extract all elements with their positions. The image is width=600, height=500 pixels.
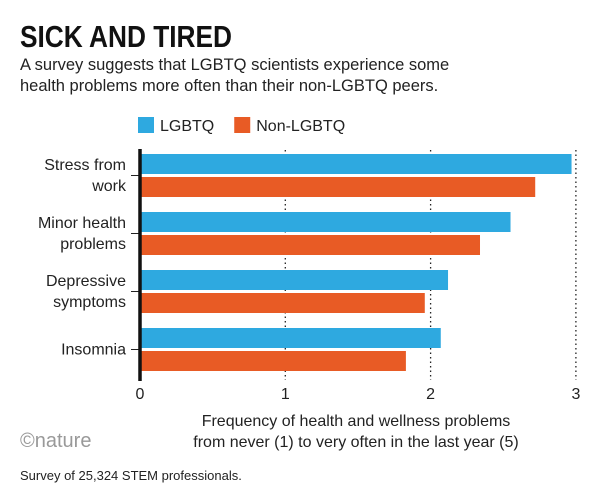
legend-swatch-0 — [138, 117, 154, 133]
legend-swatch-1 — [234, 117, 251, 133]
bar-2-non-lgbtq — [140, 293, 425, 313]
bar-3-non-lgbtq — [140, 351, 406, 371]
x-tick-label-3: 3 — [571, 386, 580, 403]
category-label-1: problems — [60, 236, 126, 253]
x-tick-label-2: 2 — [426, 386, 435, 403]
x-tick-label-1: 1 — [281, 386, 290, 403]
subtitle-line-2: health problems more often than their no… — [20, 77, 438, 95]
legend-label-0: LGBTQ — [160, 118, 214, 135]
bar-0-non-lgbtq — [140, 177, 536, 197]
category-label-0: Stress from — [44, 157, 126, 174]
category-label-2: symptoms — [53, 294, 126, 311]
category-labels: Stress from work Minor health problems Depre… — [38, 157, 127, 359]
x-axis-label-line-2: from never (1) to very often in the last… — [193, 434, 518, 451]
bar-0-lgbtq — [140, 154, 572, 174]
category-label-2: Depressive — [46, 273, 126, 290]
legend: LGBTQ Non-LGBTQ — [138, 117, 345, 135]
x-axis-label-line-1: Frequency of health and wellness problem… — [202, 413, 511, 430]
category-label-0: work — [91, 178, 127, 195]
bar-2-lgbtq — [140, 270, 449, 290]
category-label-3: Insomnia — [61, 342, 126, 359]
nature-logo: ©nature — [20, 430, 91, 452]
subtitle-line-1: A survey suggests that LGBTQ scientists … — [20, 56, 449, 74]
chart-title: SICK AND TIRED — [20, 19, 232, 54]
bar-3-lgbtq — [140, 328, 441, 348]
bars — [138, 149, 572, 381]
x-tick-labels: 0 1 2 3 — [136, 386, 581, 403]
bar-1-non-lgbtq — [140, 235, 481, 255]
x-tick-label-0: 0 — [136, 386, 145, 403]
category-label-1: Minor health — [38, 215, 126, 232]
bar-1-lgbtq — [140, 212, 511, 232]
footnote: Survey of 25,324 STEM professionals. — [20, 468, 242, 483]
legend-label-1: Non-LGBTQ — [256, 118, 345, 135]
